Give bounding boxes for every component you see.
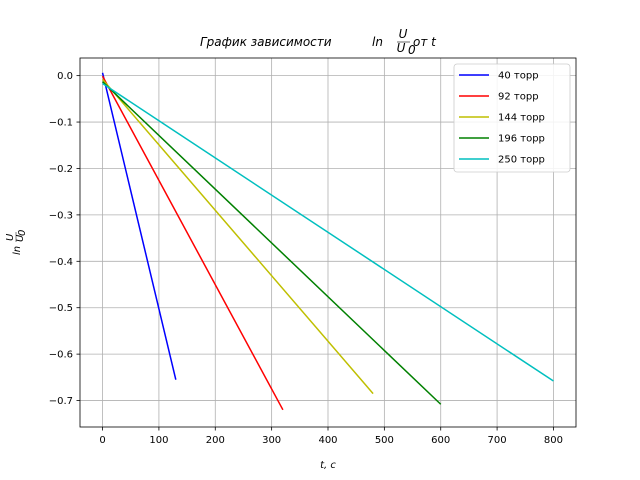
y-axis-label-denominator-subscript: 0 — [17, 230, 28, 236]
legend: 40 торр 92 торр 144 торр 196 торр 250 торр — [453, 63, 571, 173]
x-tick-label: 200 — [206, 435, 225, 446]
y-tick-label: −0.6 — [49, 350, 73, 361]
legend-items: 40 торр 92 торр 144 торр 196 торр 250 торр — [459, 71, 545, 166]
y-axis-label: ln U U 0 — [5, 230, 28, 255]
y-tick-label: −0.5 — [49, 303, 73, 314]
y-tick-label: −0.7 — [49, 396, 73, 407]
x-tick-label: 700 — [488, 435, 507, 446]
y-tick-label: −0.2 — [49, 164, 73, 175]
title-fraction-numerator: U — [399, 27, 408, 41]
x-axis-label: t, c — [320, 460, 336, 471]
x-tick-label: 400 — [318, 435, 337, 446]
chart-title: График зависимости ln U U 0 от t — [200, 27, 437, 57]
x-tick-label: 800 — [544, 435, 563, 446]
y-axis-label-numerator: U — [5, 233, 16, 241]
series-line-5 — [102, 82, 554, 382]
x-tick-label: 100 — [149, 435, 168, 446]
y-axis-ticks: 0.0 −0.1 −0.2 −0.3 −0.4 −0.5 −0.6 −0.7 — [49, 71, 80, 407]
title-main: График зависимости — [200, 35, 332, 49]
legend-label-5: 250 торр — [498, 155, 545, 166]
legend-label-3: 144 торр — [498, 113, 545, 124]
x-tick-label: 500 — [375, 435, 394, 446]
legend-label-1: 40 торр — [498, 71, 539, 82]
series-lines — [101, 72, 554, 411]
x-tick-label: 600 — [431, 435, 450, 446]
legend-box — [453, 63, 571, 173]
y-tick-label: −0.3 — [49, 210, 73, 221]
y-tick-label: −0.1 — [49, 118, 73, 129]
series-line-2 — [101, 75, 284, 411]
y-axis-label-denominator: U — [15, 234, 26, 242]
series-line-4 — [102, 81, 442, 405]
title-fraction-denominator-subscript: 0 — [408, 43, 416, 57]
legend-label-2: 92 торр — [498, 92, 539, 103]
grid — [80, 58, 576, 427]
title-ln: ln — [372, 35, 383, 49]
series-line-1 — [101, 72, 177, 380]
x-tick-label: 300 — [262, 435, 281, 446]
x-axis-ticks: 0 100 200 300 400 500 600 700 800 — [99, 427, 563, 446]
x-tick-label: 0 — [99, 435, 105, 446]
legend-label-4: 196 торр — [498, 134, 545, 145]
y-tick-label: −0.4 — [49, 257, 73, 268]
y-tick-label: 0.0 — [57, 71, 73, 82]
title-tail: от t — [413, 35, 437, 49]
title-fraction-denominator: U — [397, 41, 406, 55]
y-axis-label-ln: ln — [12, 246, 23, 255]
series-line-3 — [101, 78, 374, 395]
